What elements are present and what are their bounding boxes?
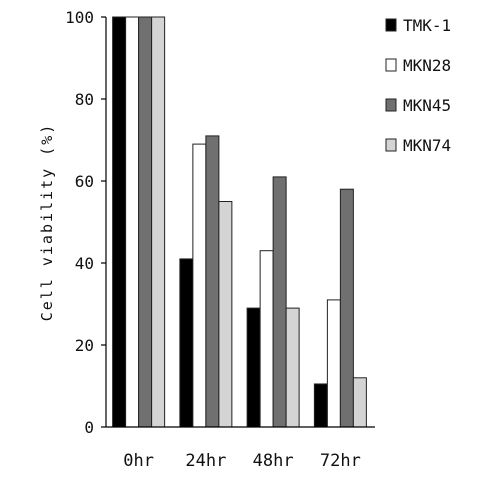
bar-mkn28-48hr — [259, 250, 274, 428]
bar-mkn74-0hr — [151, 16, 166, 428]
y-axis-label: Cell viability (%) — [38, 123, 56, 322]
bar-tmk-1-72hr — [313, 383, 328, 428]
bar-mkn45-24hr — [205, 135, 220, 428]
bar-tmk-1-0hr — [112, 16, 127, 428]
bar-mkn74-48hr — [285, 307, 300, 428]
y-tick-label: 40 — [75, 254, 94, 273]
y-axis: 0 20 40 60 80 100 — [65, 8, 107, 437]
bar-mkn45-72hr — [339, 188, 354, 428]
legend-swatch-mkn74 — [385, 138, 397, 152]
bar-mkn45-48hr — [272, 176, 287, 428]
y-tick-label: 80 — [75, 90, 94, 109]
bar-mkn45-0hr — [138, 16, 153, 428]
y-tick-label: 100 — [65, 8, 94, 27]
x-tick-label: 0hr — [123, 451, 154, 471]
bar-mkn74-24hr — [218, 201, 233, 428]
legend-swatch-tmk-1 — [385, 18, 397, 32]
legend-label-mkn45: MKN45 — [403, 96, 451, 115]
bar-mkn28-72hr — [326, 299, 341, 428]
y-tick-label: 60 — [75, 172, 94, 191]
bar-mkn74-72hr — [352, 377, 367, 428]
plot-area — [112, 16, 367, 428]
legend-swatch-mkn28 — [385, 58, 397, 72]
legend-label-mkn28: MKN28 — [403, 56, 451, 75]
x-tick-label: 24hr — [185, 451, 226, 471]
x-tick-label: 48hr — [253, 451, 294, 471]
y-tick-label: 20 — [75, 336, 94, 355]
legend-label-mkn74: MKN74 — [403, 136, 451, 155]
bar-tmk-1-48hr — [246, 307, 261, 428]
bar-mkn28-0hr — [125, 16, 140, 428]
y-tick-label: 0 — [84, 418, 94, 437]
bar-tmk-1-24hr — [179, 258, 194, 428]
legend-label-tmk-1: TMK-1 — [403, 16, 451, 35]
legend-swatch-mkn45 — [385, 98, 397, 112]
bar-mkn28-24hr — [192, 143, 207, 428]
legend: TMK-1 MKN28 MKN45 MKN74 — [385, 16, 451, 155]
x-axis: 0hr 24hr 48hr 72hr — [106, 426, 375, 471]
x-tick-label: 72hr — [320, 451, 361, 471]
